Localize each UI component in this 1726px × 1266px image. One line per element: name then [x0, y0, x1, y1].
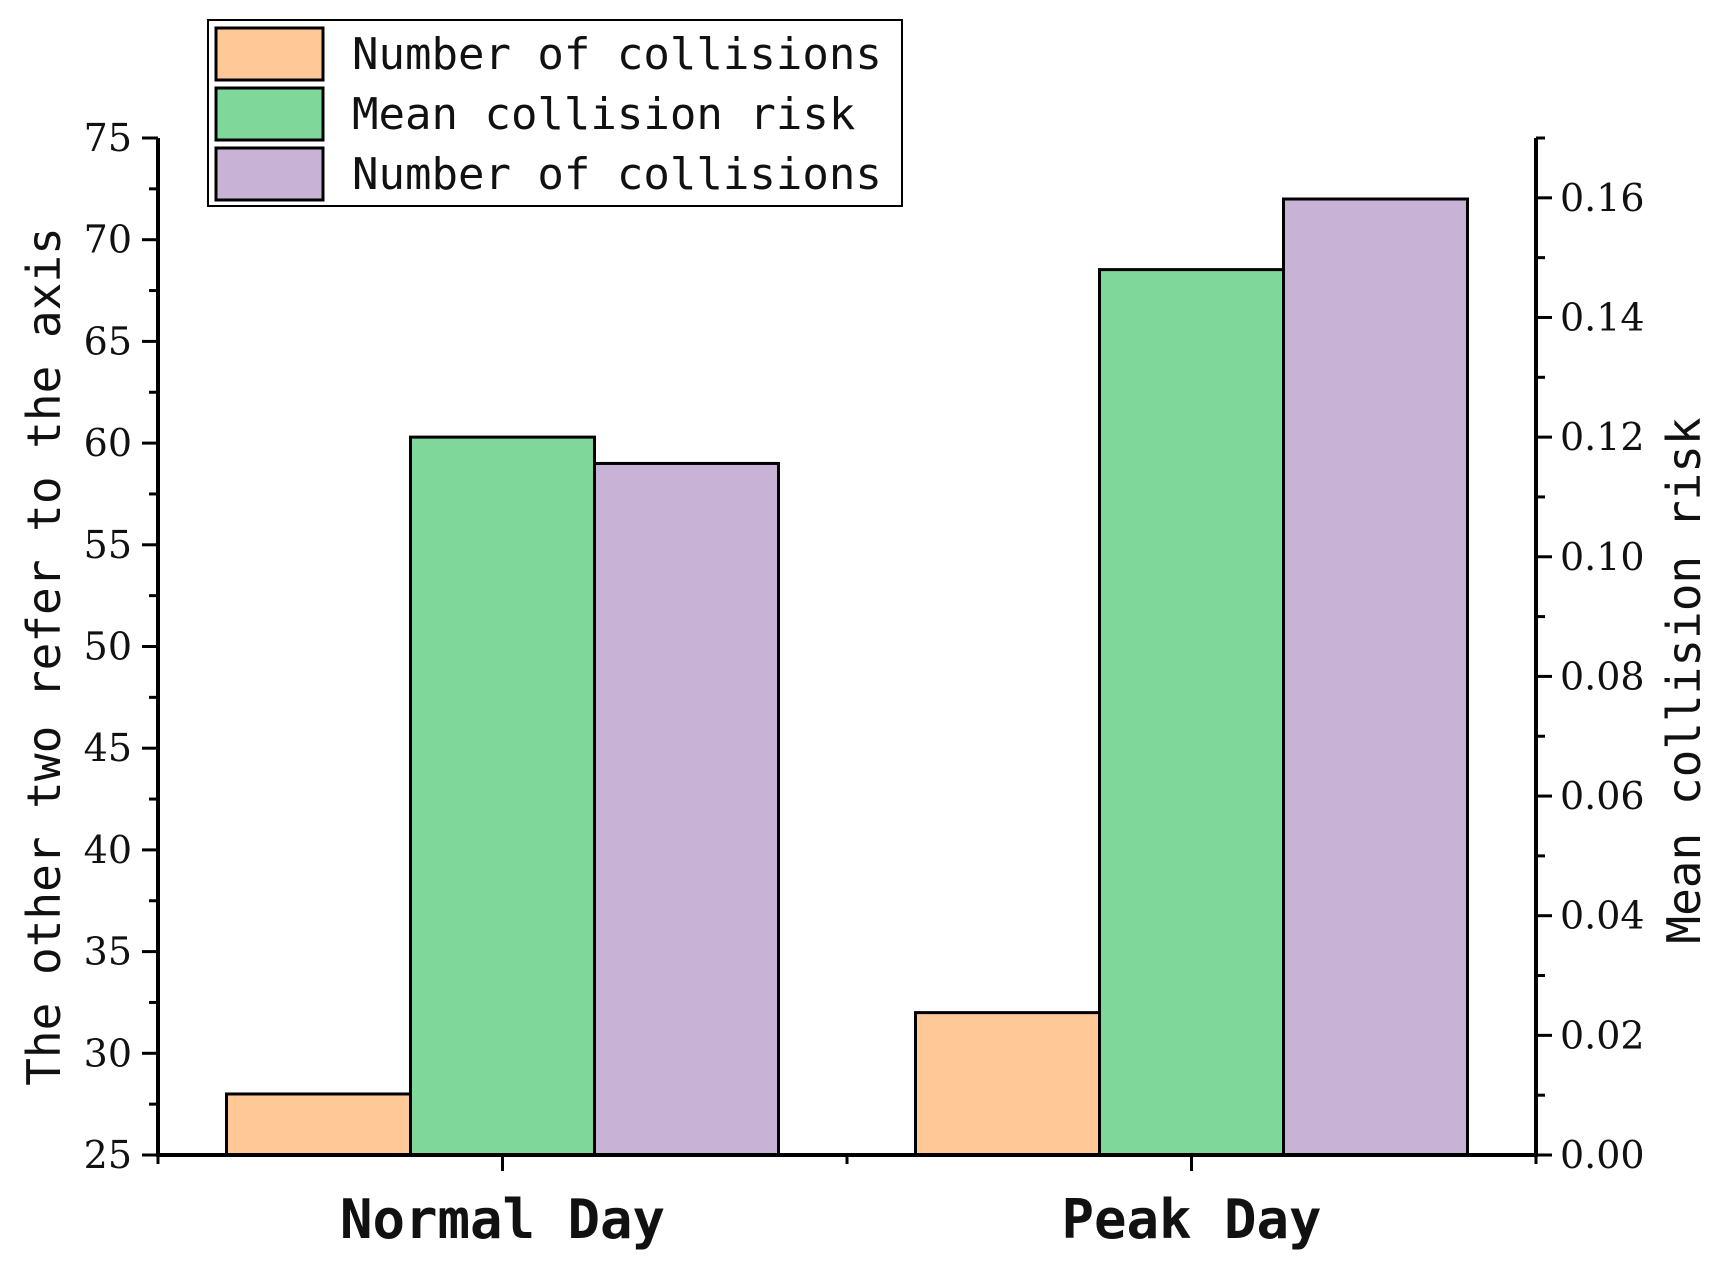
left-tick-label: 55	[84, 523, 132, 567]
right-tick-label: 0.16	[1560, 176, 1645, 220]
bar-series-2-peak-day	[1282, 197, 1469, 1157]
bar-series-1-normal-day	[409, 435, 596, 1157]
labels-layer: 25 30 35 40 45 50 55 60 65 70 75 0.00 0.02 0.04 0.06 0.…	[17, 116, 1711, 1251]
axes-layer	[142, 136, 1552, 1171]
right-axis-title: Mean collision risk	[1657, 417, 1711, 943]
right-tick-label: 0.06	[1560, 774, 1645, 818]
left-tick-label: 35	[84, 930, 132, 974]
left-axis-title: The other two refer to the axis	[17, 227, 71, 1086]
bar-series-0-peak-day	[914, 1011, 1101, 1157]
right-tick-label: 0.02	[1560, 1013, 1645, 1057]
left-tick-label: 50	[84, 625, 132, 669]
left-tick-label: 70	[84, 218, 132, 262]
category-label: Normal Day	[340, 1188, 665, 1251]
legend-label: Number of collisions	[352, 149, 882, 200]
legend-swatch	[214, 86, 325, 142]
bar-series-2-normal-day	[593, 461, 780, 1157]
left-tick-label: 45	[84, 726, 132, 770]
legend-label: Mean collision risk	[352, 89, 855, 140]
left-tick-label: 40	[84, 828, 132, 872]
left-tick-label: 25	[84, 1133, 132, 1177]
bars-layer	[225, 197, 1469, 1157]
legend-swatch	[214, 26, 325, 82]
right-tick-label: 0.00	[1560, 1133, 1645, 1177]
bar-series-0-normal-day	[225, 1092, 412, 1157]
right-tick-label: 0.10	[1560, 535, 1645, 579]
left-tick-label: 75	[84, 116, 132, 160]
left-tick-label: 65	[84, 319, 132, 363]
legend-swatch	[214, 146, 325, 202]
right-tick-label: 0.14	[1560, 295, 1645, 339]
left-tick-label: 30	[84, 1031, 132, 1075]
right-tick-label: 0.04	[1560, 894, 1645, 938]
bar-series-1-peak-day	[1098, 268, 1285, 1157]
legend-label: Number of collisions	[352, 29, 882, 80]
right-tick-label: 0.08	[1560, 654, 1645, 698]
category-label: Peak Day	[1061, 1188, 1321, 1251]
right-tick-label: 0.12	[1560, 415, 1645, 459]
legend: Number of collisions Mean collision risk N…	[207, 19, 903, 207]
left-tick-label: 60	[84, 421, 132, 465]
